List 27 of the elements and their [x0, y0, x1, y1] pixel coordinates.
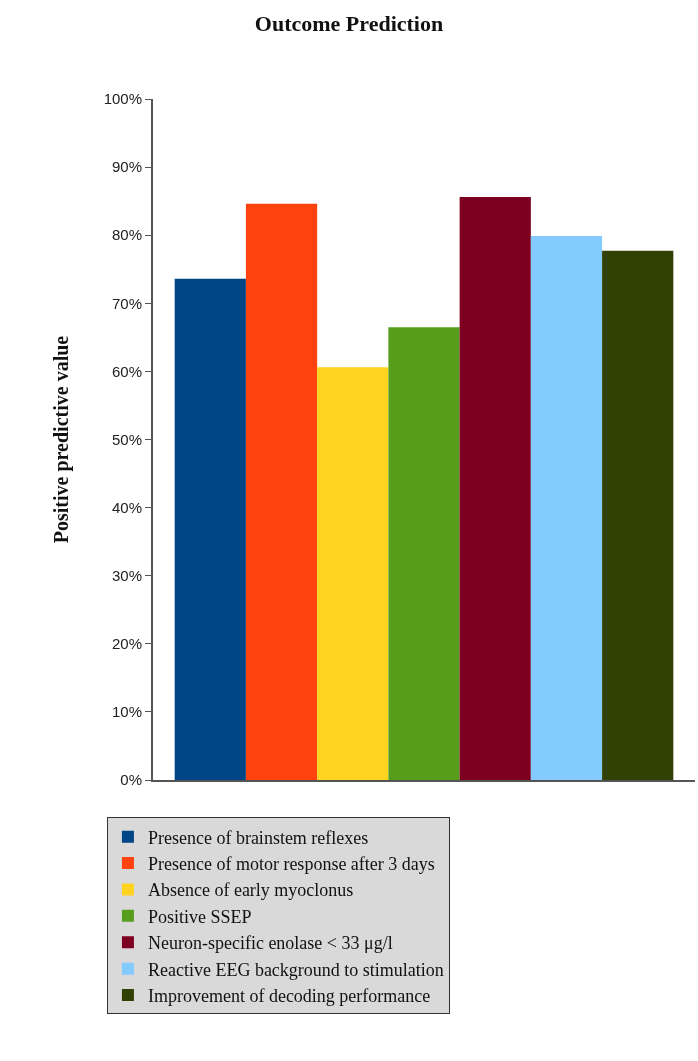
y-tick-label: 50%	[111, 430, 142, 448]
legend-label: Presence of brainstem reflexes	[147, 827, 369, 848]
y-tick-label: 40%	[111, 498, 142, 516]
y-tick-label: 0%	[120, 771, 142, 789]
chart-title: Outcome Prediction	[254, 11, 444, 37]
legend-label: Presence of motor response after 3 days	[147, 854, 435, 875]
legend-label: Absence of early myoclonus	[147, 880, 354, 901]
bar	[245, 203, 318, 780]
legend-label: Neuron-specific enolase < 33 μg/l	[147, 933, 393, 954]
y-tick-label: 20%	[111, 635, 142, 653]
bar	[388, 327, 460, 780]
y-axis-title: Positive predictive value	[49, 335, 73, 544]
y-tick-label: 90%	[111, 158, 142, 176]
y-tick-label: 60%	[111, 362, 142, 380]
y-tick-label: 30%	[111, 566, 142, 584]
bar	[174, 278, 246, 780]
bar	[602, 250, 674, 780]
y-tick-label: 10%	[111, 703, 142, 721]
legend-label: Improvement of decoding performance	[147, 986, 431, 1007]
bar	[459, 197, 531, 780]
legend-label: Reactive EEG background to stimulation	[147, 959, 444, 980]
y-tick-label: 100%	[103, 90, 142, 108]
bar	[317, 367, 389, 780]
bar	[530, 235, 603, 780]
y-tick-label: 80%	[111, 226, 142, 244]
y-tick-label: 70%	[111, 294, 142, 312]
legend-label: Positive SSEP	[147, 906, 252, 927]
